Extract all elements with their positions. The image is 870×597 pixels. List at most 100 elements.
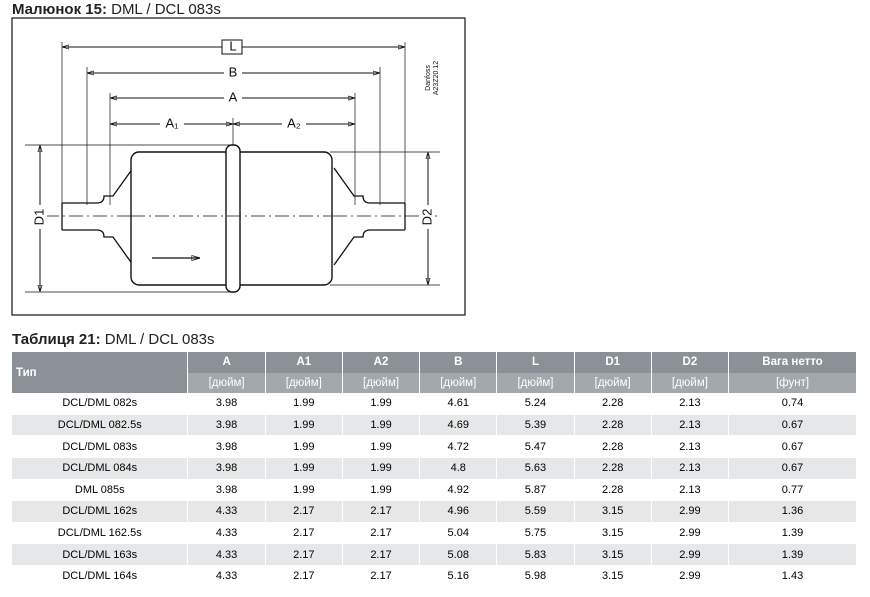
header-cell: D1 (574, 352, 652, 373)
cell: 2.28 (574, 435, 652, 458)
data-row: DCL/DML 162.5s 4.33 2.17 2.17 5.04 5.75 3.15 2.… (12, 522, 857, 545)
cell: 2.17 (342, 543, 421, 566)
label-bg (224, 66, 242, 80)
left-pipe (61, 167, 134, 266)
header-cell: L (496, 352, 575, 373)
caption-label: Таблиця 21: (12, 331, 101, 348)
cell: 2.17 (265, 522, 343, 545)
cell: 5.63 (496, 457, 575, 480)
cell: 4.33 (187, 543, 266, 566)
cell: 5.47 (496, 435, 575, 458)
cell: 1.99 (265, 393, 343, 415)
header-cell: D2 (651, 352, 730, 373)
cell: 2.28 (574, 479, 652, 502)
cell: 5.98 (496, 565, 575, 588)
cell: 1.39 (728, 522, 857, 545)
dim-label: D1 (31, 209, 46, 226)
cell: 2.28 (574, 393, 652, 415)
label-bg (160, 117, 184, 131)
cell: 1.39 (728, 543, 857, 566)
data-row: DCL/DML 082.5s 3.98 1.99 1.99 4.69 5.39 2.28 2.… (12, 414, 857, 437)
cell: 1.99 (265, 414, 343, 437)
right-pipe (333, 167, 406, 266)
cell: 1.99 (342, 435, 421, 458)
unit-cell: [фунт] (728, 372, 857, 394)
data-row: DCL/DML 084s 3.98 1.99 1.99 4.8 5.63 2.28 2.13 0… (12, 457, 857, 480)
cell: 1.99 (342, 479, 421, 502)
cell: DCL/DML 162s (12, 500, 189, 523)
cell: 1.99 (342, 457, 421, 480)
cell: 3.98 (187, 393, 266, 415)
drawing: L B A A₁ A₂ D1 D2 Danfoss A23Z20.12 (11, 17, 466, 316)
data-row: DCL/DML 162s 4.33 2.17 2.17 4.96 5.59 3.15 2.99… (12, 500, 857, 523)
cell: 3.98 (187, 457, 266, 480)
cell: 4.8 (419, 457, 498, 480)
dim-label: A₁ (165, 115, 179, 130)
cell: 0.67 (728, 435, 857, 458)
cell: 5.75 (496, 522, 575, 545)
cell: 4.69 (419, 414, 498, 437)
unit-cell: [дюйм] (651, 372, 730, 394)
cell: 2.13 (651, 479, 730, 502)
cell: 5.16 (419, 565, 498, 588)
unit-cell: [дюйм] (496, 372, 575, 394)
cell: DML 085s (12, 479, 189, 502)
cell: DCL/DML 163s (12, 543, 189, 566)
cell: DCL/DML 082s (12, 393, 189, 415)
dim-label: A₂ (287, 115, 301, 130)
ring (225, 144, 241, 293)
header-row: Тип A A1 A2 B L D1 D2 Вага нетто (12, 352, 857, 394)
cell: 1.99 (342, 393, 421, 415)
cell: 5.39 (496, 414, 575, 437)
cell: 1.99 (265, 479, 343, 502)
cell: 2.17 (342, 500, 421, 523)
header-cell: B (419, 352, 498, 373)
data-row: DCL/DML 082s 3.98 1.99 1.99 4.61 5.24 2.28 2.13… (12, 393, 857, 415)
caption-text: DML / DCL 083s (111, 1, 221, 18)
table-body: Тип A A1 A2 B L D1 D2 Вага нетто [дюйм] [дюйм] [дюй… (12, 352, 857, 588)
spec-table: Тип A A1 A2 B L D1 D2 Вага нетто [дюйм] [дюйм] [дюй… (12, 352, 857, 588)
cell: 3.98 (187, 435, 266, 458)
cell: 5.24 (496, 393, 575, 415)
cell: 4.61 (419, 393, 498, 415)
cell: 0.77 (728, 479, 857, 502)
cell: 2.13 (651, 457, 730, 480)
label-bg (33, 205, 47, 229)
cell: DCL/DML 082.5s (12, 414, 189, 437)
cell: 4.33 (187, 522, 266, 545)
cell: DCL/DML 084s (12, 457, 189, 480)
cell: 3.15 (574, 522, 652, 545)
units-row: [дюйм] [дюйм] [дюйм] [дюйм] [дюйм] [дюйм] [дюй… (12, 372, 857, 394)
cell: 4.33 (187, 565, 266, 588)
cell: DCL/DML 162.5s (12, 522, 189, 545)
cell: 2.13 (651, 393, 730, 415)
header-cell: Вага нетто (728, 352, 857, 373)
cell: 5.08 (419, 543, 498, 566)
dim-label: B (229, 64, 238, 79)
header-cell: Тип (12, 352, 189, 394)
drawing-code: A23Z20.12 (433, 61, 440, 95)
cell: 5.87 (496, 479, 575, 502)
cell: 3.15 (574, 565, 652, 588)
label-bg (421, 205, 435, 229)
cell: 2.13 (651, 414, 730, 437)
cell: 2.17 (265, 500, 343, 523)
cell: 5.83 (496, 543, 575, 566)
unit-cell: [дюйм] (265, 372, 343, 394)
cell: 2.17 (342, 522, 421, 545)
cell: 1.99 (265, 457, 343, 480)
cell: 4.72 (419, 435, 498, 458)
unit-cell: [дюйм] (187, 372, 266, 394)
cell: 2.17 (265, 565, 343, 588)
cell: 2.99 (651, 500, 730, 523)
cell: 5.59 (496, 500, 575, 523)
cell: 3.98 (187, 479, 266, 502)
unit-cell: [дюйм] (342, 372, 421, 394)
cell: DCL/DML 083s (12, 435, 189, 458)
cell: 1.43 (728, 565, 857, 588)
cell: 2.99 (651, 522, 730, 545)
cell: 2.28 (574, 457, 652, 480)
dim-label: A (229, 89, 238, 104)
cell: 2.99 (651, 565, 730, 588)
